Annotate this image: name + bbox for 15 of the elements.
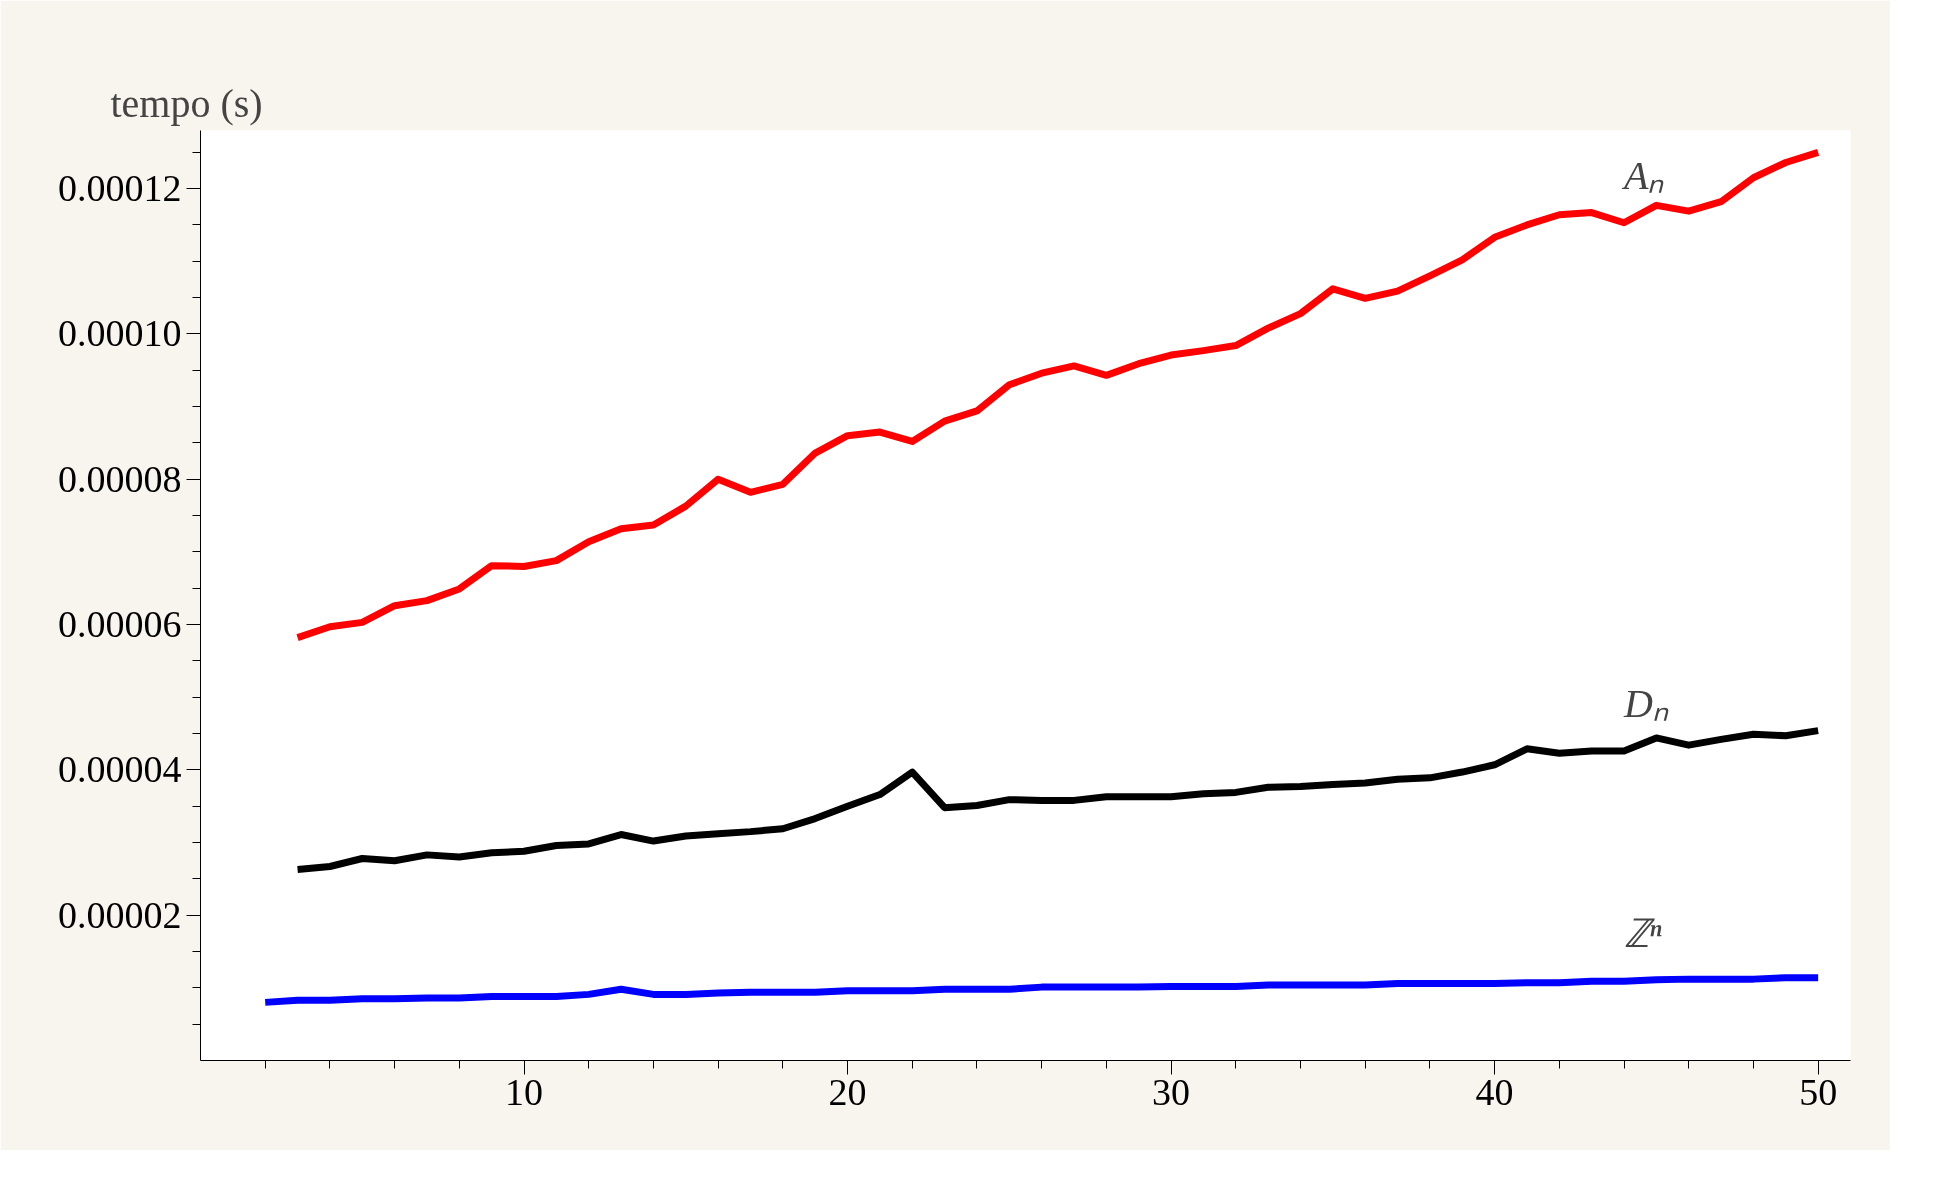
x-tick-label: 30 bbox=[1152, 1070, 1191, 1113]
y-axis-title: tempo (s) bbox=[110, 80, 263, 126]
y-tick-label: 0.00012 bbox=[58, 167, 182, 210]
x-tick-label: 40 bbox=[1475, 1070, 1514, 1113]
y-tick-label: 0.00006 bbox=[58, 603, 182, 646]
x-tick-label: 50 bbox=[1799, 1070, 1838, 1113]
series-label: ℤⁿ bbox=[1624, 911, 1663, 957]
y-tick-label: 0.00010 bbox=[58, 312, 182, 355]
series-label: Dₙ bbox=[1623, 680, 1669, 726]
y-tick-label: 0.00008 bbox=[58, 457, 182, 500]
x-tick-label: 20 bbox=[828, 1070, 867, 1113]
y-tick-label: 0.00002 bbox=[58, 893, 182, 936]
x-tick-label: 10 bbox=[505, 1070, 544, 1113]
series-label: Aₙ bbox=[1621, 152, 1665, 198]
y-tick-label: 0.00004 bbox=[58, 748, 182, 791]
